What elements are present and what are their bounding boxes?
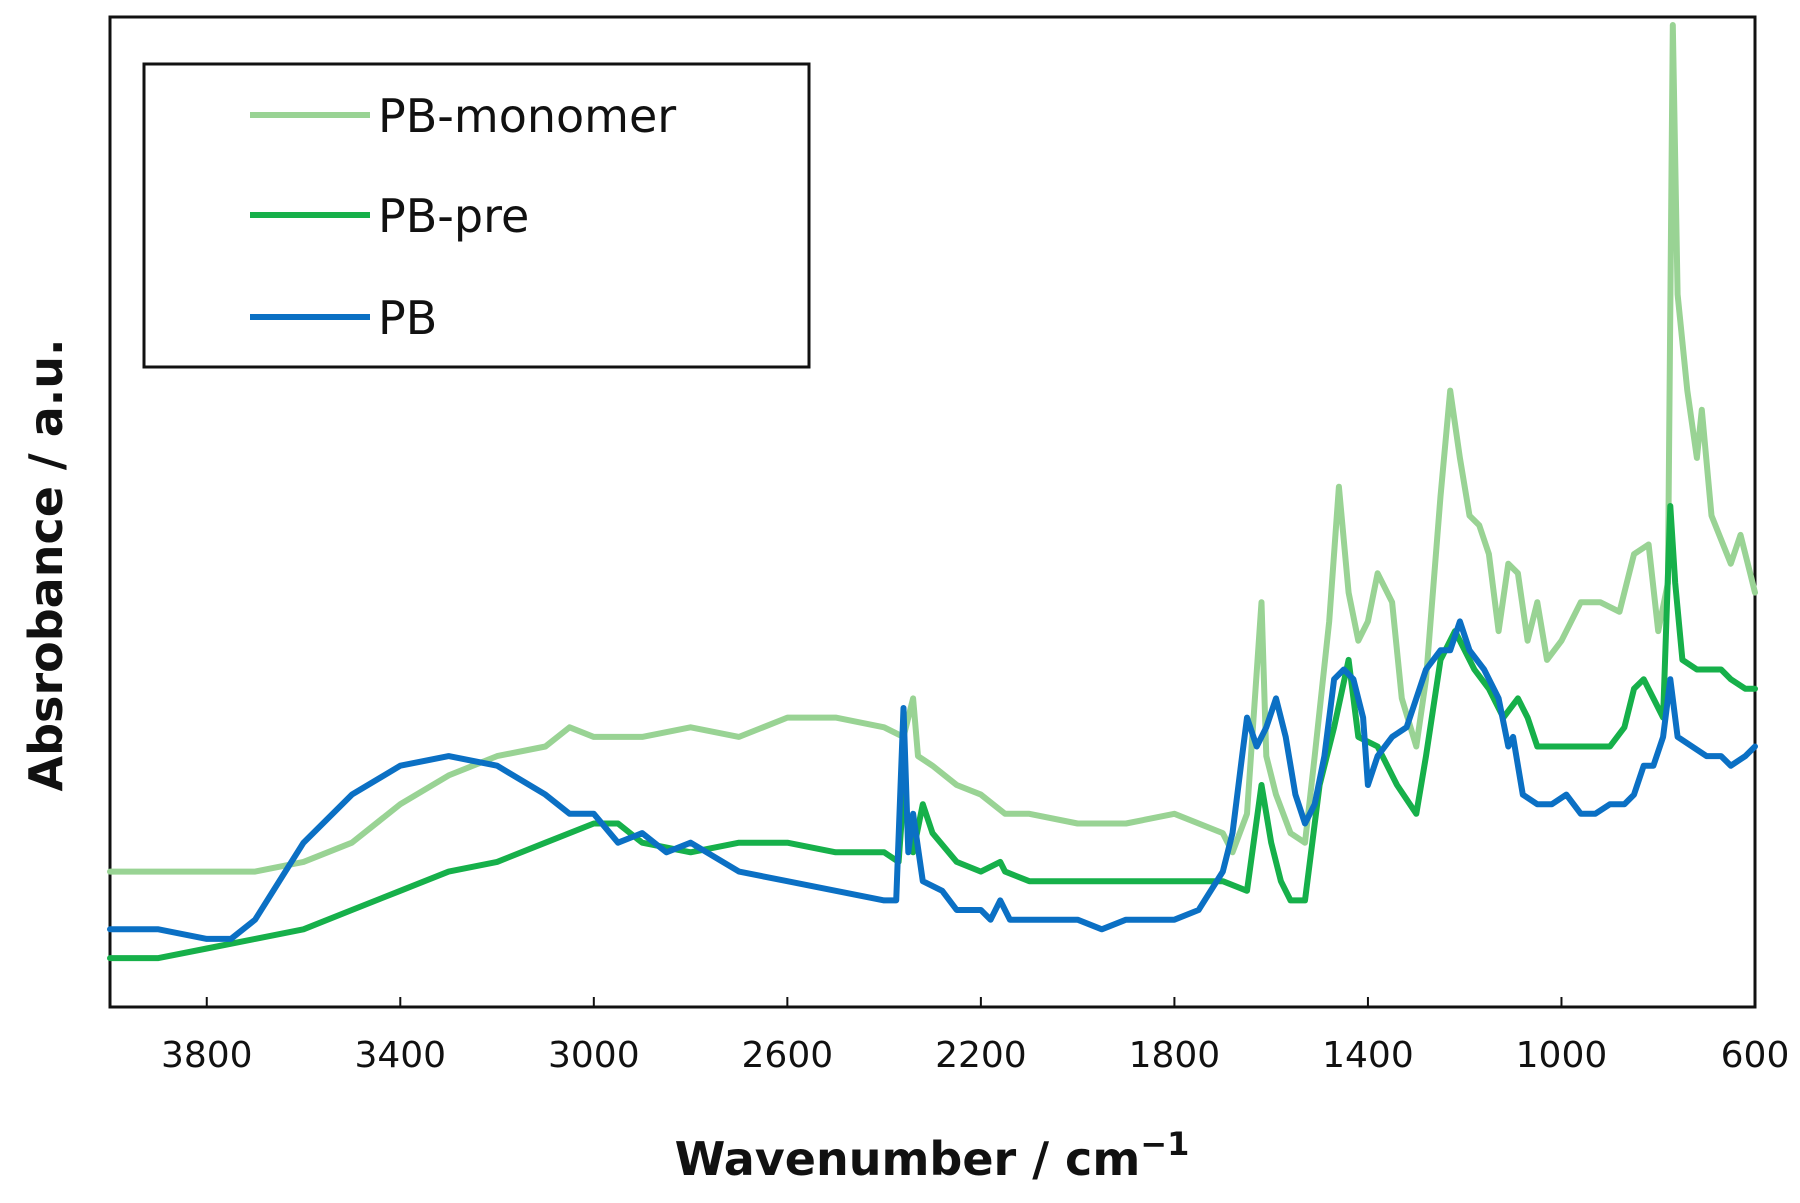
x-tick-label-2600: 2600 <box>742 1035 834 1076</box>
legend-label-pb: PB <box>378 291 437 345</box>
x-tick-label-600: 600 <box>1721 1035 1790 1076</box>
series-layer <box>107 22 1758 962</box>
legend: PB-monomer PB-pre PB <box>142 62 811 369</box>
x-tick-label-3800: 3800 <box>161 1035 253 1076</box>
x-tick-label-1800: 1800 <box>1129 1035 1221 1076</box>
x-tick-layer: 3800 3400 3000 2600 2200 1800 1400 1000 600 <box>161 997 1789 1076</box>
series-line-pb <box>107 618 1758 942</box>
series-line-pb-pre <box>107 503 1758 962</box>
x-axis-title: Wavenumber / cm−1 <box>675 1125 1190 1186</box>
x-axis-title-text: Wavenumber / cm <box>675 1132 1141 1186</box>
series-line-pb-monomer <box>107 22 1758 875</box>
y-axis-title: Absrobance / a.u. <box>19 339 73 792</box>
legend-label-pb-pre: PB-pre <box>378 189 529 243</box>
x-tick-label-1400: 1400 <box>1322 1035 1414 1076</box>
x-tick-label-3000: 3000 <box>548 1035 640 1076</box>
x-axis-title-superscript: −1 <box>1140 1125 1189 1163</box>
x-tick-label-2200: 2200 <box>935 1035 1027 1076</box>
legend-label-pb-monomer: PB-monomer <box>378 89 676 143</box>
x-tick-label-3400: 3400 <box>354 1035 446 1076</box>
x-tick-label-1000: 1000 <box>1516 1035 1608 1076</box>
